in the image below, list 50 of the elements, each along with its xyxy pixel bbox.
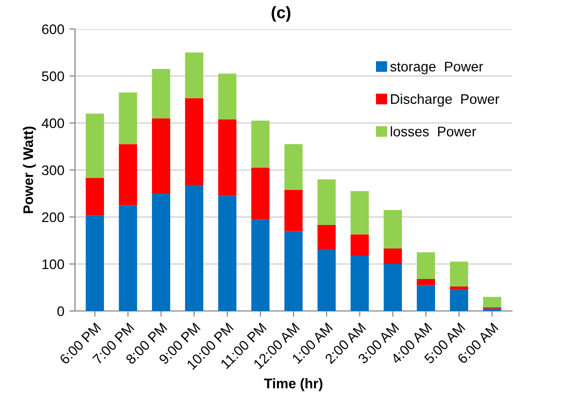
legend-label: Discharge Power [391,94,500,107]
bar [350,256,369,311]
bar [86,216,104,311]
bar [318,179,336,225]
bar [251,168,270,220]
bar [284,190,303,232]
y-tick-label: 200 [42,212,64,222]
bar [152,194,170,311]
bar [185,185,204,311]
legend-label: losses Power [390,126,476,136]
bar [384,210,402,248]
bar [416,285,436,311]
y-tick-label: 100 [42,259,64,270]
y-tick-label: 0 [57,306,64,316]
bar [318,248,336,311]
bar [450,286,468,290]
bar [218,196,236,311]
y-tick-label: 300 [42,165,64,176]
bar [152,68,170,118]
bar [251,219,270,311]
y-tick-label: 400 [42,118,64,128]
bar [318,224,336,249]
bar [483,296,502,308]
bar [416,252,436,280]
bar [450,290,468,311]
chart-title: (c) [272,6,290,22]
bar [86,114,104,178]
bar [185,52,204,98]
y-tick-label: 600 [42,24,64,34]
bar [218,74,236,120]
bar [185,98,204,186]
bar [450,262,468,287]
bar [384,248,402,264]
bar [118,92,138,144]
bar [384,264,402,311]
y-axis-title: Power ( Watt) [22,126,36,214]
bar [118,144,138,206]
bar [416,279,436,286]
bar [350,191,369,234]
legend-label: storage Power [390,62,484,74]
bar [118,205,138,311]
bar [218,119,236,196]
y-tick-label: 500 [42,71,64,82]
bar [284,144,303,190]
bar [152,118,170,194]
bar [251,120,270,168]
bar [86,178,104,216]
x-axis-title: Time (hr) [264,378,322,392]
bar [284,231,303,311]
bar [350,234,369,256]
